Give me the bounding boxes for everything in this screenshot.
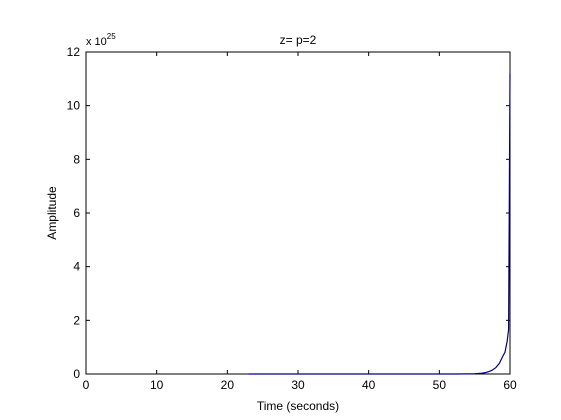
chart-title: z= p=2: [280, 33, 317, 47]
y-exponent-power: 25: [107, 32, 116, 41]
x-axis-label: Time (seconds): [257, 399, 339, 413]
y-tick-label: 2: [73, 313, 80, 327]
x-tick-label: 20: [221, 378, 235, 392]
y-tick-label: 6: [73, 206, 80, 220]
y-exponent-base: x 10: [86, 36, 107, 48]
tick-group: 0 10 20 30 40 50 60 0 2 4 6 8 10 12: [67, 45, 517, 392]
y-axis-label: Amplitude: [45, 186, 59, 240]
x-tick-label: 50: [433, 378, 447, 392]
y-exponent-label: x 1025: [86, 32, 116, 48]
y-tick-label: 0: [73, 367, 80, 381]
y-tick-label: 10: [67, 99, 81, 113]
y-tick-label: 12: [67, 45, 81, 59]
x-tick-label: 10: [150, 378, 164, 392]
series-line: [248, 73, 511, 375]
plot-area: [85, 51, 511, 375]
y-tick-label: 8: [73, 152, 80, 166]
x-tick-label: 0: [83, 378, 90, 392]
x-tick-label: 60: [503, 378, 517, 392]
x-tick-label: 40: [362, 378, 376, 392]
x-tick-label: 30: [291, 378, 305, 392]
y-tick-label: 4: [73, 260, 80, 274]
